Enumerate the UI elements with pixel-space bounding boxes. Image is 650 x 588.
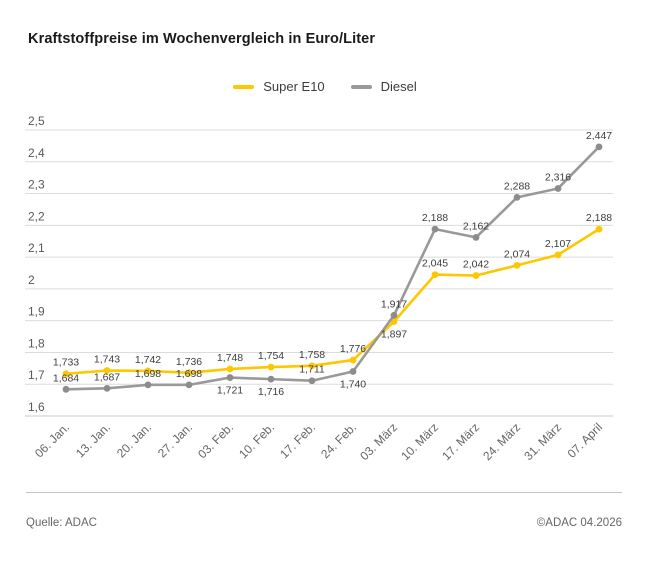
svg-text:2: 2 [28,273,35,287]
svg-text:1,698: 1,698 [176,368,202,380]
svg-text:2,188: 2,188 [422,212,448,224]
svg-text:2,1: 2,1 [28,241,45,255]
svg-text:1,684: 1,684 [53,372,79,384]
svg-text:2,045: 2,045 [422,258,448,270]
svg-text:1,711: 1,711 [299,364,325,376]
svg-text:2,042: 2,042 [463,259,489,271]
svg-text:20. Jan.: 20. Jan. [114,420,154,460]
legend: Super E10 Diesel [0,79,650,94]
super-e10-line-swatch [233,84,255,89]
svg-text:13. Jan.: 13. Jan. [73,420,113,460]
svg-text:2,107: 2,107 [545,238,571,250]
svg-text:10. Feb.: 10. Feb. [236,420,277,461]
svg-text:06. Jan.: 06. Jan. [32,420,72,460]
svg-text:10. März: 10. März [398,420,441,463]
svg-text:1,736: 1,736 [176,356,202,368]
svg-text:1,758: 1,758 [299,349,325,361]
svg-text:1,897: 1,897 [381,329,407,341]
svg-text:1,776: 1,776 [340,343,366,355]
svg-text:1,698: 1,698 [135,368,161,380]
svg-text:24. Feb.: 24. Feb. [318,420,359,461]
svg-text:1,716: 1,716 [258,386,284,398]
svg-text:07. April: 07. April [565,420,606,461]
svg-text:2,5: 2,5 [28,114,45,128]
chart-title: Kraftstoffpreise im Wochenvergleich in E… [28,31,376,47]
legend-item-diesel: Diesel [350,79,417,94]
svg-text:2,447: 2,447 [586,130,612,142]
legend-label-super-e10: Super E10 [263,79,325,94]
svg-text:1,721: 1,721 [217,385,243,397]
svg-text:03. März: 03. März [357,420,400,463]
svg-text:2,3: 2,3 [28,178,45,192]
source-note: Quelle: ADAC [26,517,97,529]
svg-text:24. März: 24. März [480,420,523,463]
copyright-note: ©ADAC 04.2026 [536,517,622,529]
legend-label-diesel: Diesel [380,79,417,94]
svg-text:1,748: 1,748 [217,352,243,364]
svg-text:2,074: 2,074 [504,248,530,260]
footer: Quelle: ADAC ©ADAC 04.2026 [26,492,622,529]
svg-text:17. Feb.: 17. Feb. [277,420,318,461]
svg-text:1,9: 1,9 [28,305,45,319]
svg-text:2,4: 2,4 [28,146,45,160]
svg-text:1,917: 1,917 [381,298,407,310]
svg-text:03. Feb.: 03. Feb. [195,420,236,461]
svg-text:1,687: 1,687 [94,371,120,383]
svg-text:2,162: 2,162 [463,220,489,232]
svg-text:31. März: 31. März [521,420,564,463]
svg-text:17. März: 17. März [439,420,482,463]
svg-text:27. Jan.: 27. Jan. [155,420,195,460]
svg-text:2,2: 2,2 [28,209,45,223]
svg-text:1,743: 1,743 [94,354,120,366]
svg-text:1,8: 1,8 [28,336,45,350]
svg-text:2,316: 2,316 [545,171,571,183]
price-chart: 1,6 1,7 1,8 1,9 2 2,1 2,2 2,3 2,4 2,5 06. Jan. 13. … [25,114,613,463]
svg-text:1,6: 1,6 [28,400,45,414]
svg-text:1,740: 1,740 [340,379,366,391]
svg-text:1,7: 1,7 [28,368,45,382]
svg-text:2,188: 2,188 [586,212,612,224]
svg-text:1,754: 1,754 [258,350,284,362]
diesel-line-swatch [350,84,372,89]
svg-text:1,742: 1,742 [135,354,161,366]
svg-text:2,288: 2,288 [504,180,530,192]
svg-text:1,733: 1,733 [53,357,79,369]
legend-item-super-e10: Super E10 [233,79,325,94]
